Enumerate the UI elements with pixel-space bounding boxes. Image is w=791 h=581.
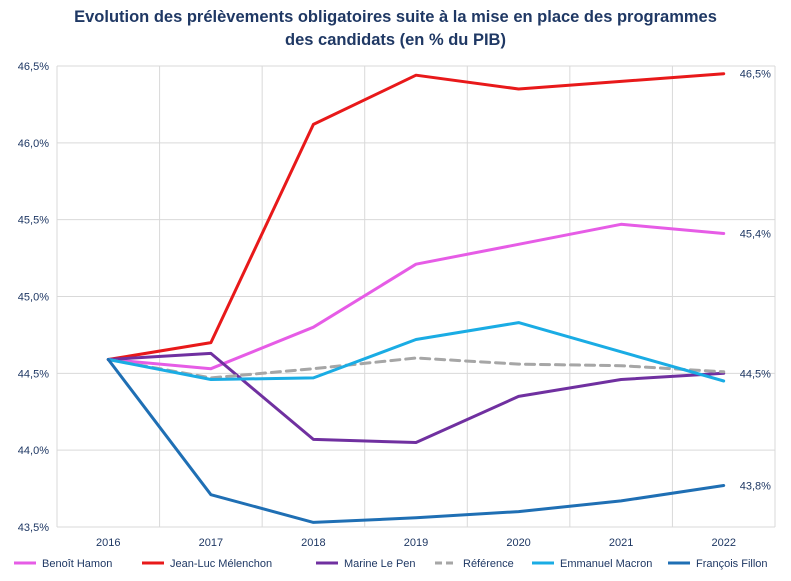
y-tick-label: 45,0% [18,292,49,304]
data-label: 46,5% [740,69,771,81]
x-tick-label: 2021 [609,537,633,549]
y-axis: 43,5% 44,0% 44,5% 45,0% 45,5% 46,0% 46,5% [18,61,49,534]
x-tick-label: 2022 [711,537,735,549]
series-line-0 [106,222,726,371]
data-label: 45,4% [740,228,771,240]
x-tick-label: 2017 [199,537,223,549]
series-line-2 [106,351,726,444]
series-line-3 [106,356,726,380]
grid-lines [56,65,776,528]
chart-title-line-1: Evolution des prélèvements obligatoires … [74,8,717,26]
legend-label-0: Benoît Hamon [42,558,112,570]
series-line-4 [106,321,726,383]
chart-title-line-2: des candidats (en % du PIB) [285,31,506,49]
legend-label-1: Jean-Luc Mélenchon [170,558,272,570]
chart-title: Evolution des prélèvements obligatoires … [0,6,791,52]
legend-label-3: Référence [463,558,514,570]
legend-label-4: Emmanuel Macron [560,558,652,570]
x-tick-label: 2019 [404,537,428,549]
legend-label-2: Marine Le Pen [344,558,416,570]
x-tick-label: 2020 [506,537,530,549]
series-line-1 [106,72,726,361]
y-tick-label: 43,5% [18,522,49,534]
data-label: 43,8% [740,481,771,493]
y-tick-label: 44,5% [18,368,49,380]
legend-label-5: François Fillon [696,558,768,570]
data-label: 44,5% [740,368,771,380]
x-tick-label: 2016 [96,537,120,549]
series-line-5 [106,358,726,524]
legend: Benoît Hamon Jean-Luc Mélenchon Marine Le … [14,558,768,570]
y-tick-label: 46,5% [18,61,49,73]
x-tick-label: 2018 [301,537,325,549]
series-lines [106,72,726,524]
y-tick-label: 44,0% [18,445,49,457]
y-tick-label: 46,0% [18,138,49,150]
y-tick-label: 45,5% [18,215,49,227]
x-axis: 2016 2017 2018 2019 2020 2021 2022 [96,537,736,549]
data-labels: 46,5% 45,4% 44,5% 43,8% [740,69,771,493]
